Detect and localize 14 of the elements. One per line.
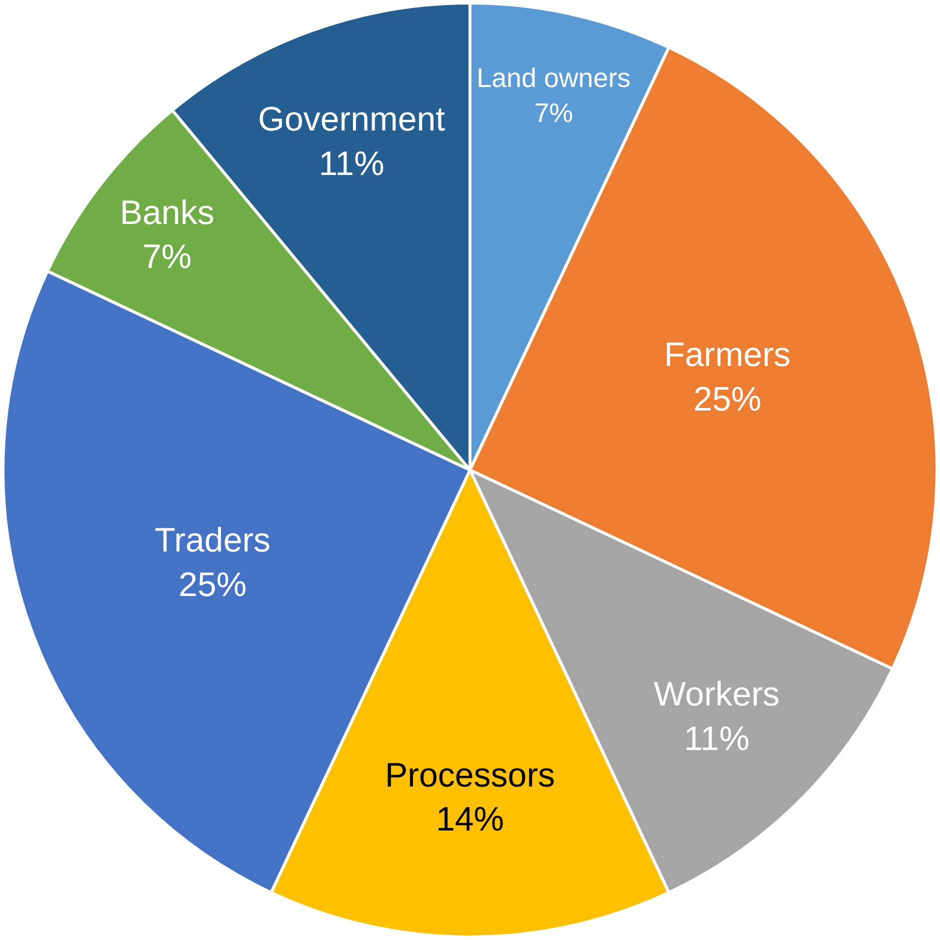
data-label: 11% [684, 720, 750, 758]
slice-label: Government [258, 100, 446, 139]
slice-label: Farmers [664, 336, 791, 374]
data-label: 7% [142, 238, 192, 276]
slice-label: Traders [154, 522, 271, 560]
data-label: 25% [693, 380, 762, 418]
slice-label: Workers [654, 676, 780, 714]
slice-label: Banks [120, 194, 214, 232]
data-label: 11% [318, 144, 384, 183]
slice-label: Land owners [476, 63, 631, 94]
data-label: 14% [436, 800, 504, 839]
data-label: 25% [178, 566, 247, 604]
data-label: 7% [534, 98, 574, 128]
slice-label: Processors [384, 756, 556, 794]
